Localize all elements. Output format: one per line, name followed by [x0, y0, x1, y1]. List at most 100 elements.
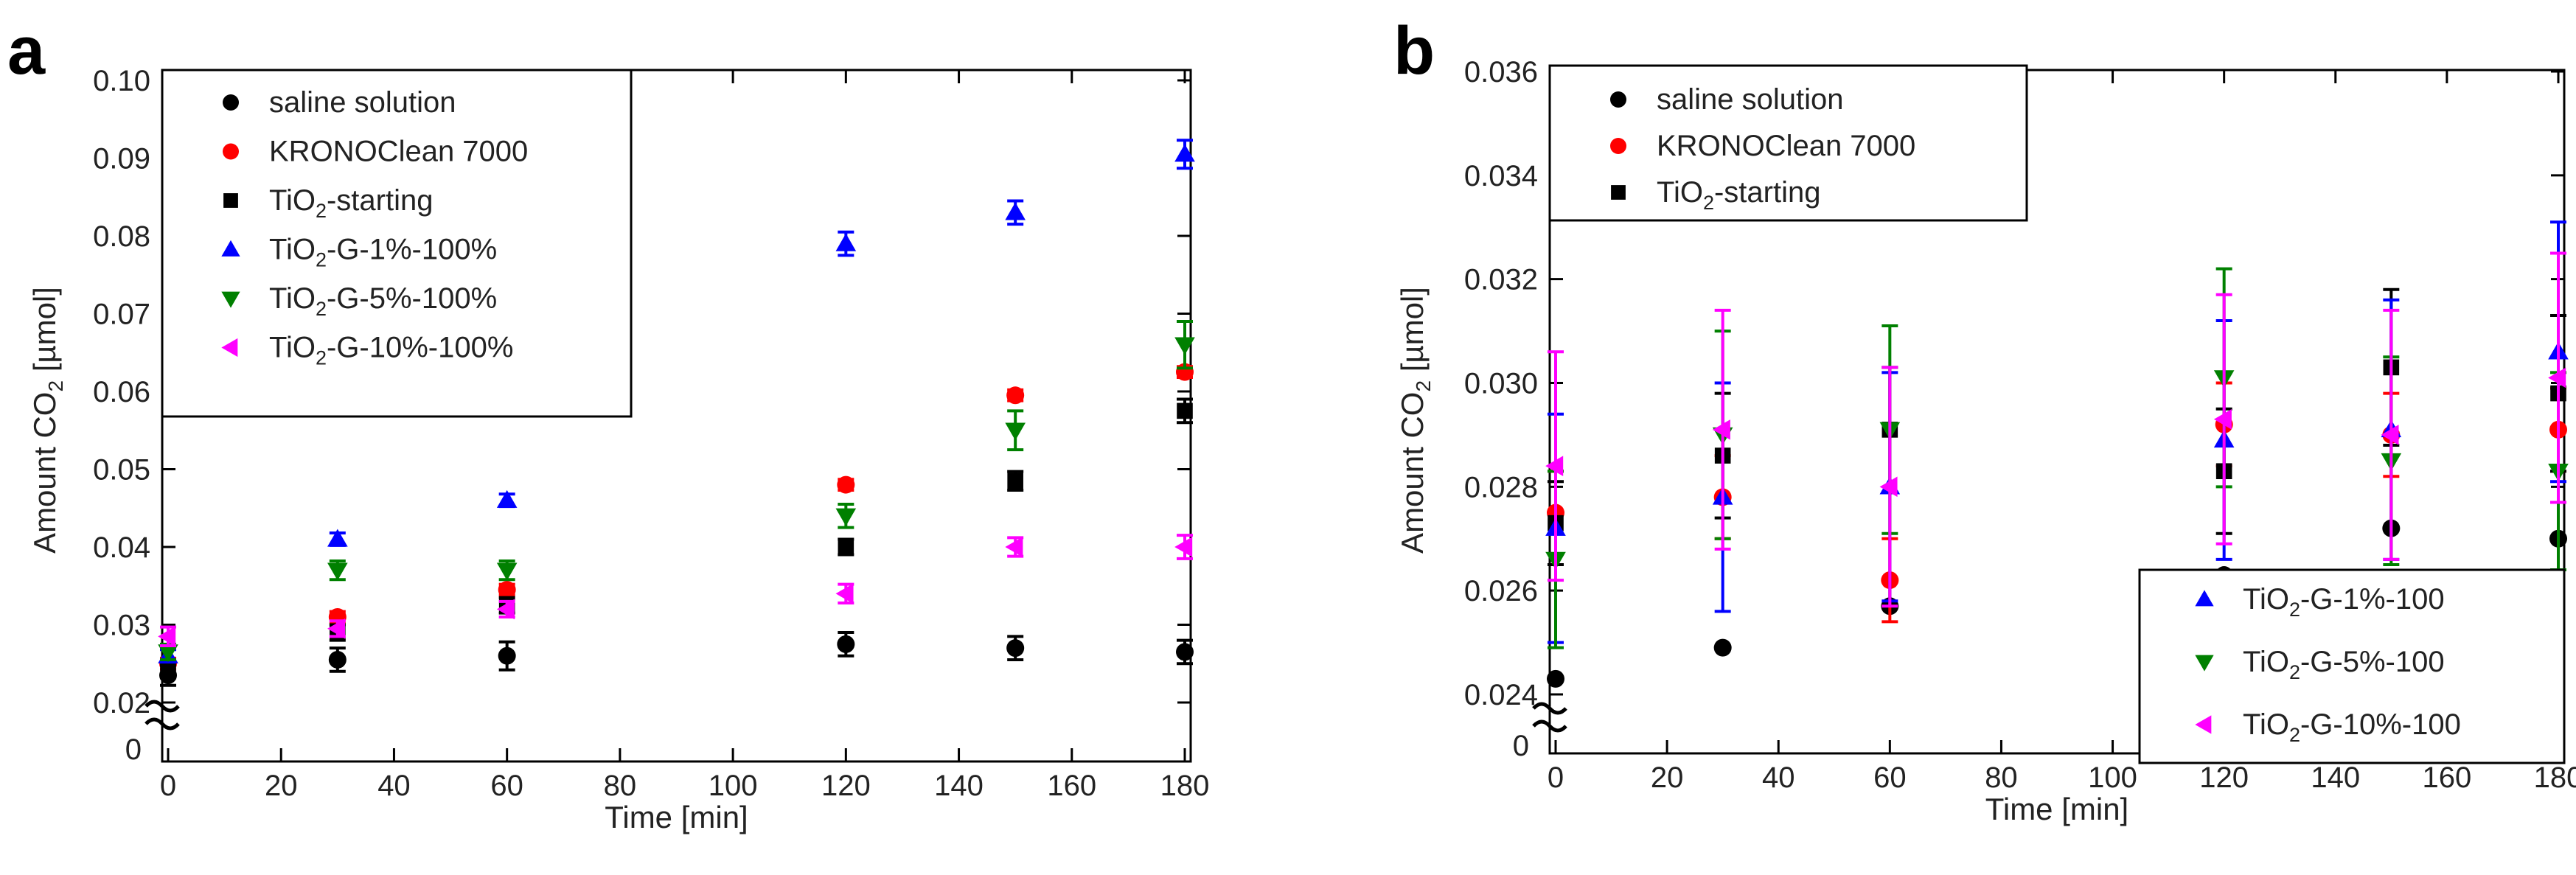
x-tick-label: 80: [1985, 761, 2018, 794]
data-point: [1007, 473, 1023, 489]
y-tick-label: 0.03: [93, 610, 150, 642]
x-tick-label: 40: [1762, 761, 1795, 794]
data-point: [1006, 639, 1025, 658]
y-tick-label: 0.032: [1464, 264, 1538, 296]
y-tick-label: 0.08: [93, 220, 150, 253]
legend-item-tio2-g-10-100: TiO2-G-10%-100: [2195, 708, 2461, 746]
legend-marker: [1610, 138, 1626, 154]
legend-item-kronoclean-7000: KRONOClean 7000: [1610, 130, 1915, 162]
y-tick-label: 0.06: [93, 376, 150, 408]
legend-marker: [2195, 655, 2214, 672]
legend-label: KRONOClean 7000: [269, 136, 528, 168]
legend-marker: [2195, 590, 2214, 607]
data-point: [160, 663, 176, 680]
legend-label: TiO2-G-1%-100%: [269, 234, 497, 271]
x-tick-label: 120: [821, 770, 871, 802]
data-point: [1712, 419, 1730, 440]
data-point: [2381, 425, 2399, 445]
x-tick-label: 180: [2534, 761, 2576, 794]
legend-label: KRONOClean 7000: [1657, 130, 1915, 162]
legend-box: TiO2-G-1%-100 TiO2-G-5%-100 TiO2-G-10%-100: [2138, 568, 2566, 764]
series-tio2-starting: [1548, 287, 2566, 566]
data-point: [498, 581, 516, 599]
data-point: [498, 646, 516, 665]
y-tick-label: 0.026: [1464, 575, 1538, 607]
legend-label: TiO2-G-10%-100%: [269, 332, 513, 369]
series-tio2-g-1-100: [158, 139, 1195, 664]
plot-frame: [1548, 69, 2566, 755]
y-tick-label: 0.10: [93, 65, 150, 97]
data-point: [327, 529, 348, 547]
legend-item-tio2-starting: TiO2-starting: [223, 184, 433, 222]
legend-marker: [1611, 185, 1626, 200]
data-point: [1005, 202, 1026, 220]
axis-break-symbol: [145, 700, 180, 731]
data-point: [2548, 367, 2566, 388]
legend-box: saline solution KRONOClean 7000 TiO2-start…: [161, 69, 633, 418]
y-tick-label: 0.036: [1464, 56, 1538, 88]
legend-marker: [1610, 91, 1626, 108]
data-point: [1174, 337, 1195, 355]
legend-label: TiO2-G-1%-100: [2243, 583, 2445, 621]
legend-item-tio2-g-10-100: TiO2-G-10%-100%: [221, 332, 513, 369]
data-point: [1174, 144, 1195, 162]
data-point: [158, 644, 178, 663]
y-tick-label: 0.09: [93, 143, 150, 175]
legend-frame: [161, 69, 633, 418]
data-point: [835, 583, 854, 604]
legend-marker: [223, 193, 238, 208]
x-tick-label: 0: [1548, 761, 1564, 794]
data-point: [496, 599, 515, 620]
x-axis-label: Time [min]: [605, 800, 748, 834]
x-tick-label: 40: [377, 770, 411, 802]
x-tick-label: 80: [604, 770, 637, 802]
legend-marker: [2195, 715, 2212, 734]
legend-frame: [1548, 64, 2028, 222]
legend-label: saline solution: [1657, 83, 1844, 116]
data-point: [327, 562, 348, 581]
x-tick-label: 20: [1651, 761, 1684, 794]
x-tick-label: 20: [265, 770, 298, 802]
data-point: [835, 508, 857, 526]
x-tick-label: 100: [2088, 761, 2137, 794]
legend-item-tio2-g-1-100: TiO2-G-1%-100%: [221, 234, 497, 271]
series-tio2-g-10-100: [1545, 251, 2566, 608]
x-tick-label: 120: [2199, 761, 2249, 794]
y-tick-label: 0.034: [1464, 160, 1538, 192]
data-point: [1177, 402, 1193, 419]
chart-panel-b: b 0 20 40 60 80 100 120 140 160 180 0.024 0.026 0.028…: [1393, 13, 2576, 826]
y-tick-label: 0.028: [1464, 471, 1538, 503]
data-point: [1879, 476, 1898, 498]
y-tick-label: 0.05: [93, 454, 150, 487]
legend-item-saline-solution: saline solution: [1610, 83, 1844, 116]
y-axis-label: Amount CO2 [µmol]: [1395, 287, 1435, 554]
y-axis-label: Amount CO2 [µmol]: [27, 287, 67, 554]
chart-panel-a: a 0 20 40 60 80 100 120 140 160 180 0.02 0.03 0.04 0.0…: [7, 13, 1209, 834]
data-point: [1174, 537, 1193, 557]
y-axis-zero-label: 0: [125, 733, 142, 766]
data-point: [327, 618, 346, 639]
data-point: [838, 539, 854, 555]
x-tick-label: 100: [709, 770, 758, 802]
series-tio2-g-10-100: [158, 534, 1193, 647]
x-tick-label: 60: [490, 770, 523, 802]
legend-label: TiO2-G-5%-100%: [269, 282, 497, 320]
y-tick-label: 0.024: [1464, 679, 1538, 711]
legend-box: saline solution KRONOClean 7000 TiO2-start…: [1548, 64, 2028, 222]
legend-item-tio2-g-1-100: TiO2-G-1%-100: [2195, 583, 2445, 621]
legend-marker: [221, 291, 240, 308]
y-tick-label: 0.07: [93, 299, 150, 331]
data-point: [1005, 422, 1026, 441]
legend-marker: [223, 143, 239, 160]
data-point: [158, 626, 176, 647]
x-tick-label: 180: [1160, 770, 1210, 802]
data-point: [1545, 456, 1564, 476]
legend-item-tio2-g-5-100: TiO2-G-5%-100%: [221, 282, 497, 320]
legend-marker: [221, 338, 238, 358]
x-axis-label: Time [min]: [1985, 792, 2128, 826]
series-tio2-starting: [160, 397, 1193, 680]
legend-label: TiO2-starting: [1657, 176, 1820, 214]
data-point: [328, 650, 347, 669]
legend-marker: [221, 240, 240, 257]
